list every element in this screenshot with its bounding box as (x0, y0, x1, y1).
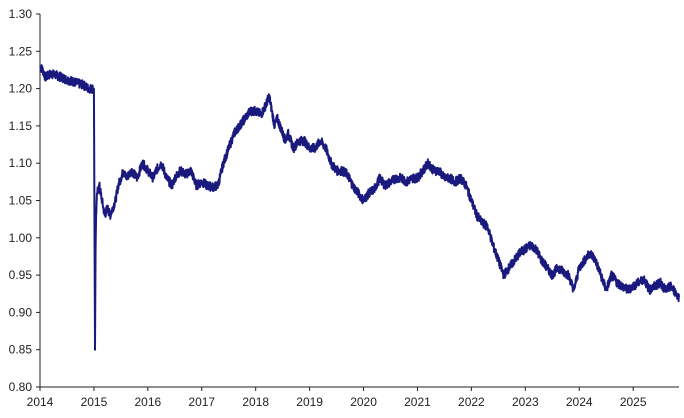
y-axis: 0.80 0.85 0.90 0.95 1.00 1.05 1.10 1.15 1.20 1.25… (9, 7, 41, 394)
x-tick-label: 2025 (620, 395, 647, 409)
y-tick-label: 1.20 (9, 82, 33, 96)
x-tick-label: 2019 (296, 395, 323, 409)
x-tick-label: 2023 (512, 395, 539, 409)
y-tick-label: 1.00 (9, 231, 33, 245)
x-tick-label: 2017 (188, 395, 215, 409)
y-tick-label: 0.90 (9, 305, 33, 319)
x-tick-label: 2015 (81, 395, 108, 409)
x-tick-label: 2022 (458, 395, 485, 409)
y-tick-label: 1.15 (9, 119, 33, 133)
y-tick-label: 0.85 (9, 343, 33, 357)
series-line (39, 64, 680, 351)
x-tick-label: 2021 (404, 395, 431, 409)
y-tick-label: 1.10 (9, 156, 33, 170)
x-tick-label: 2014 (27, 395, 54, 409)
x-axis: 2014 2015 2016 2017 2018 2019 2020 2021 2022 2023… (27, 386, 679, 409)
y-tick-label: 0.80 (9, 380, 33, 394)
y-tick-label: 1.25 (9, 44, 33, 58)
x-tick-label: 2024 (566, 395, 593, 409)
y-tick-label: 1.30 (9, 7, 33, 21)
x-tick-label: 2020 (350, 395, 377, 409)
y-tick-label: 0.95 (9, 268, 33, 282)
x-tick-label: 2016 (134, 395, 161, 409)
y-tick-label: 1.05 (9, 194, 33, 208)
x-tick-label: 2018 (242, 395, 269, 409)
